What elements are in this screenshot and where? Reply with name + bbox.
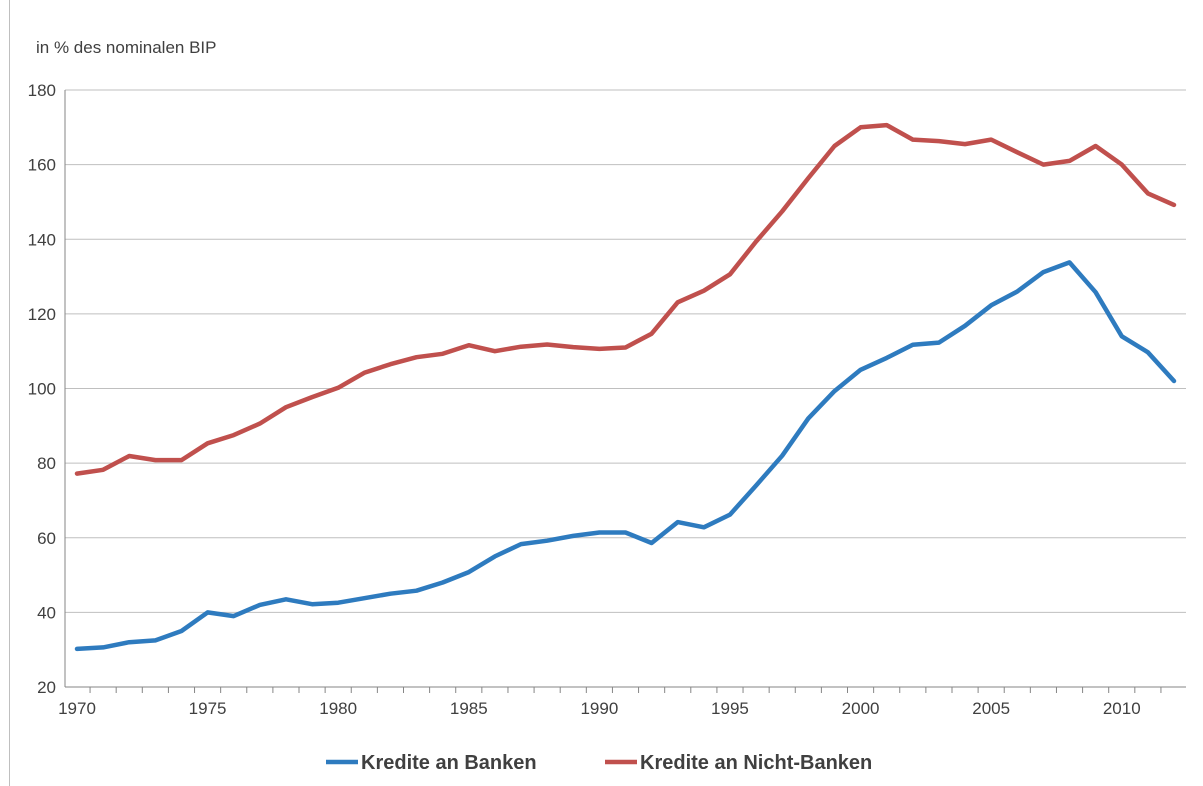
y-tick-label: 180 (28, 81, 56, 100)
y-tick-label: 40 (37, 603, 56, 622)
y-tick-label: 80 (37, 454, 56, 473)
x-tick-label: 1995 (711, 699, 749, 718)
x-tick-label: 1985 (450, 699, 488, 718)
y-axis-label: in % des nominalen BIP (36, 38, 217, 57)
y-tick-label: 60 (37, 529, 56, 548)
y-tick-label: 20 (37, 678, 56, 697)
y-tick-label: 140 (28, 230, 56, 249)
x-tick-label: 2005 (972, 699, 1010, 718)
y-tick-label: 100 (28, 380, 56, 399)
series-line-0 (74, 260, 1177, 652)
y-tick-label: 160 (28, 156, 56, 175)
x-tick-label: 2010 (1103, 699, 1141, 718)
legend: Kredite an Banken Kredite an Nicht-Banken (326, 752, 872, 774)
x-tick-label: 1990 (580, 699, 618, 718)
x-tick-label: 1975 (189, 699, 227, 718)
chart-border (9, 0, 10, 786)
y-tick-label: 120 (28, 305, 56, 324)
x-tick-label: 1980 (319, 699, 357, 718)
axes: 20 40 60 80 100 120 140 160 180 1970 1975 1980 1985 1… (28, 81, 1186, 718)
x-tick-label: 1970 (58, 699, 96, 718)
series-lines (74, 122, 1177, 652)
x-tick-label: 2000 (842, 699, 880, 718)
gridlines (65, 89, 1186, 613)
series-line-1 (74, 122, 1177, 476)
legend-label-0: Kredite an Banken (361, 752, 537, 774)
legend-label-1: Kredite an Nicht-Banken (640, 752, 872, 774)
